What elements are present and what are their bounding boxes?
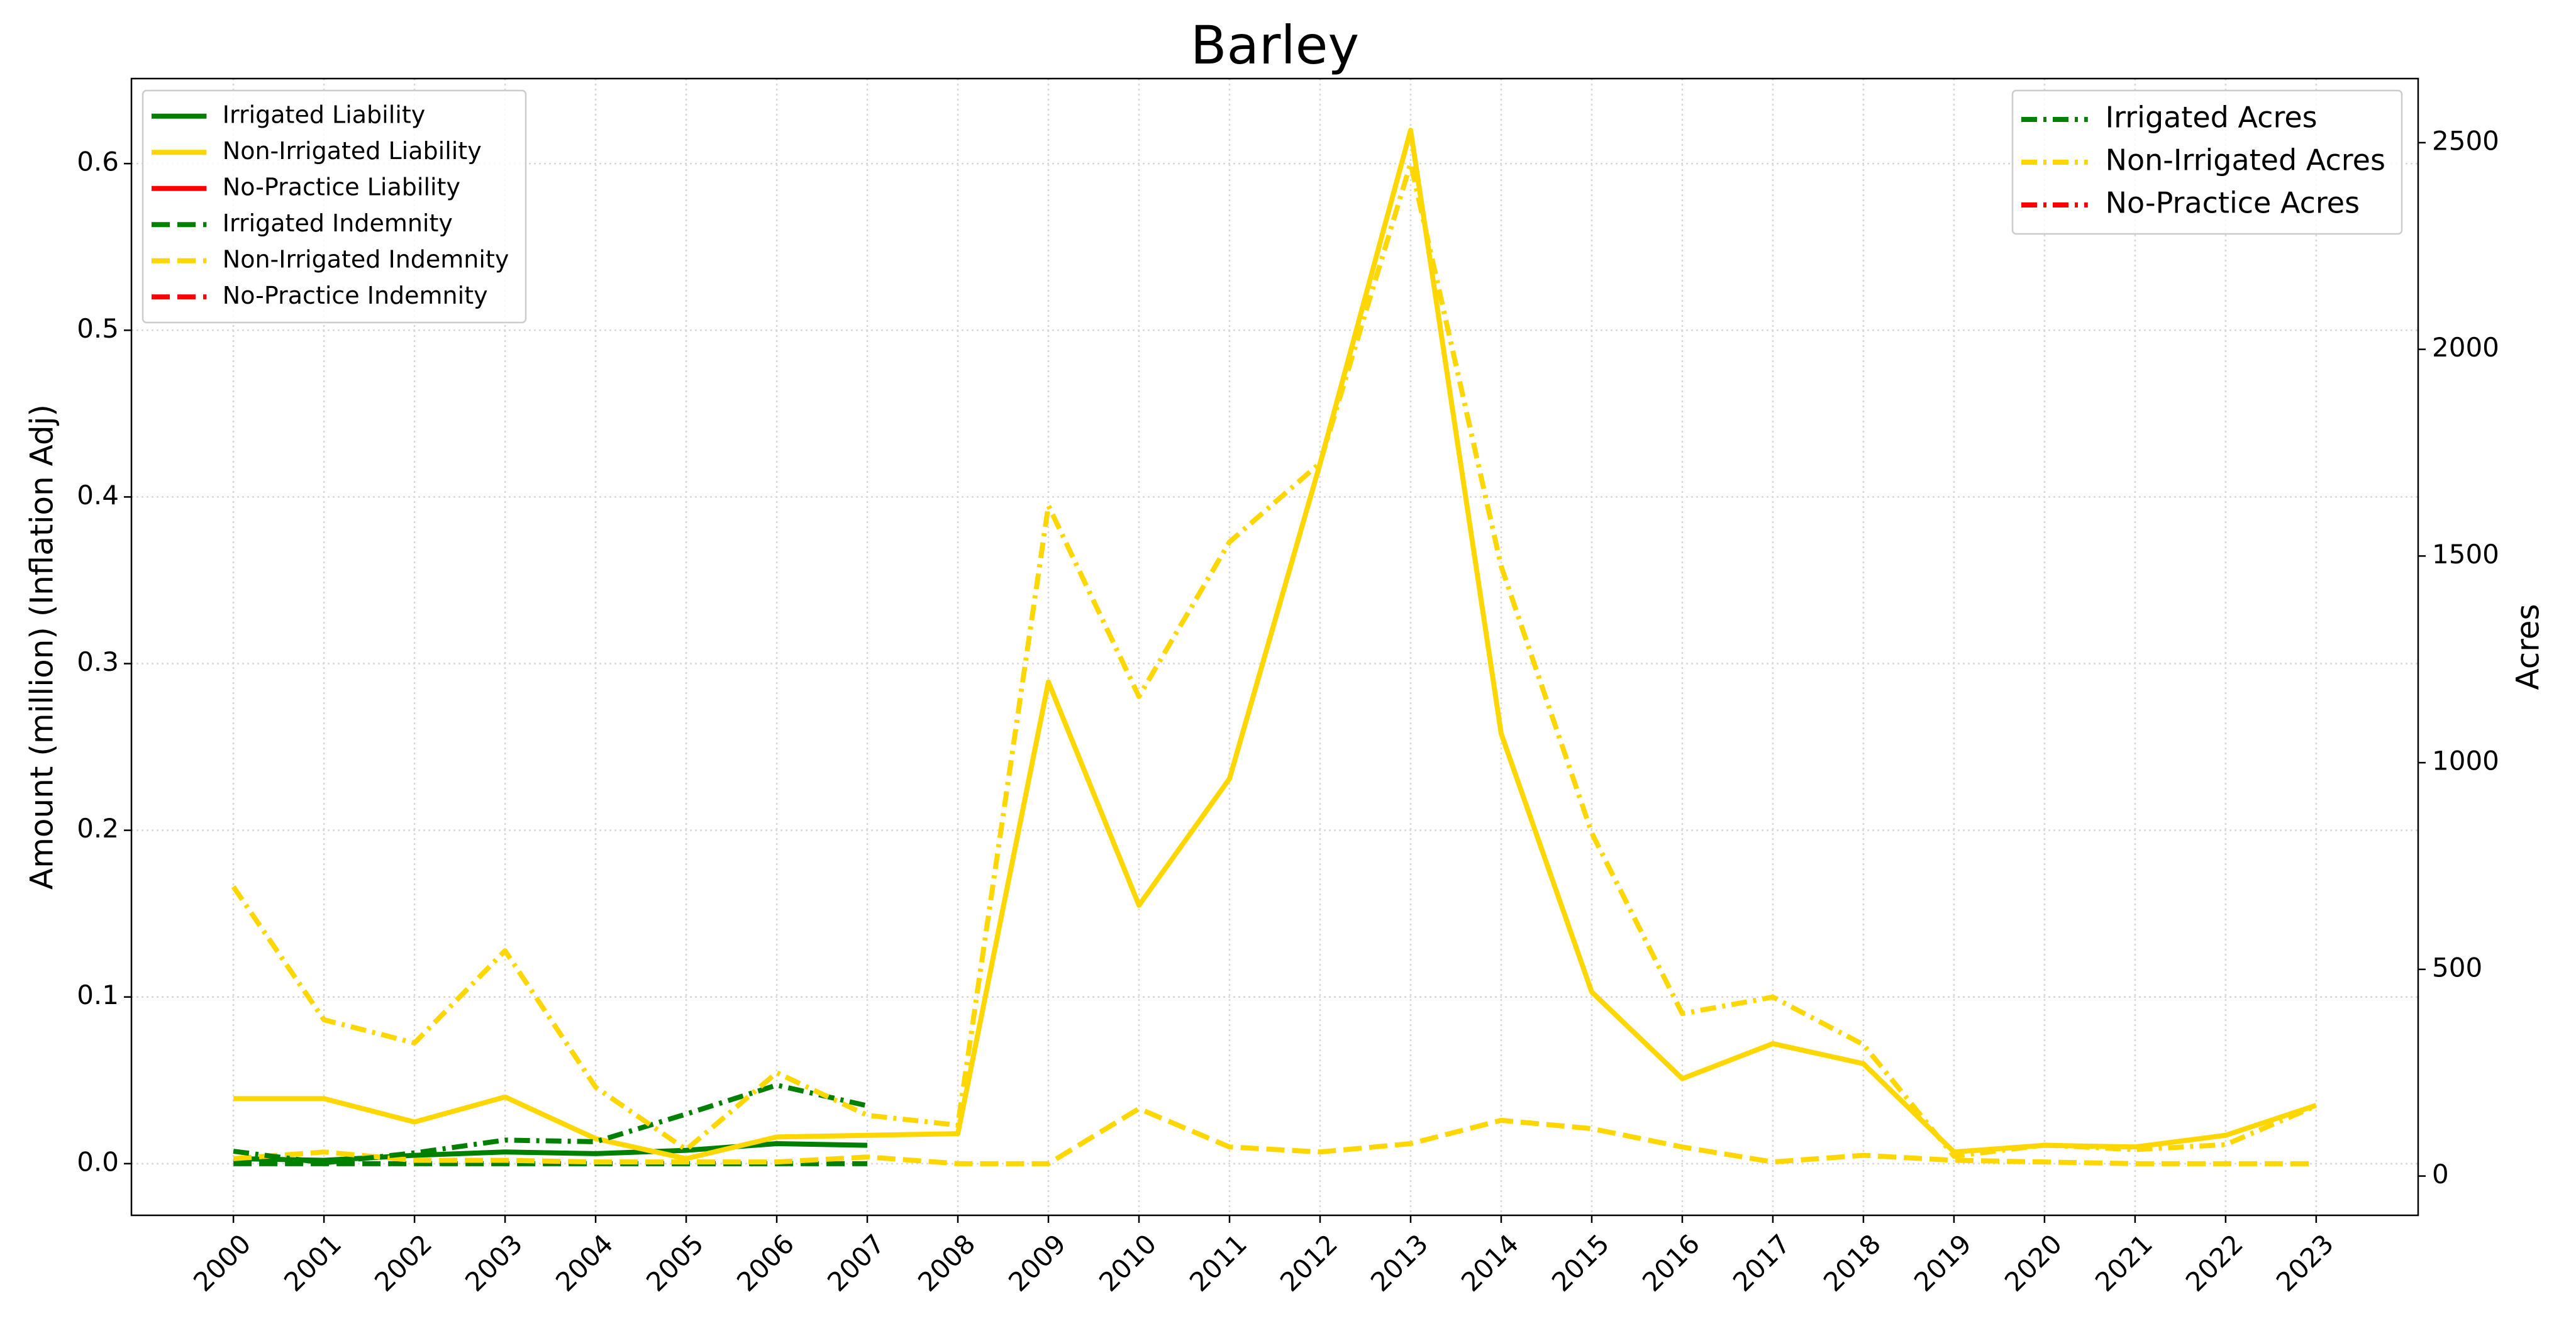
legend-label: Irrigated Acres [2106,101,2318,135]
series-line [233,128,2318,1161]
y-tick-label: 0.3 [77,646,119,677]
legend-label: Irrigated Liability [223,101,425,128]
legend-label: No-Practice Indemnity [223,282,488,309]
y-axis-label: Amount (million) (Inflation Adj) [24,404,60,890]
y2-tick-label: 500 [2432,952,2482,983]
y2-tick-label: 0 [2432,1159,2449,1190]
y-tick-label: 0.0 [77,1146,119,1177]
y2-tick-label: 2000 [2432,332,2499,363]
legend-label: Irrigated Indemnity [223,209,453,237]
legend-label: Non-Irrigated Indemnity [223,245,509,273]
legend-label: No-Practice Acres [2106,186,2360,220]
y-tick-label: 0.2 [77,813,119,844]
legend-box [142,89,527,324]
legend-label: Non-Irrigated Acres [2106,143,2385,177]
series-line [233,1106,2316,1166]
y-tick-label: 0.1 [77,980,119,1010]
legend-box [2011,89,2403,235]
y-tick-label: 0.4 [77,480,119,511]
y2-tick-label: 2500 [2432,125,2499,156]
legend-label: No-Practice Liability [223,173,460,201]
y-tick-label: 0.6 [77,146,119,177]
series-line [231,160,2318,1159]
series-line [233,1082,868,1166]
y2-axis-label: Acres [2510,604,2546,690]
chart-title: Barley [1191,14,1359,76]
y-tick-label: 0.5 [77,313,119,344]
y2-tick-label: 1000 [2432,746,2499,776]
legend-label: Non-Irrigated Liability [223,137,482,165]
plot-frame [130,77,2419,1217]
y2-tick-label: 1500 [2432,539,2499,570]
